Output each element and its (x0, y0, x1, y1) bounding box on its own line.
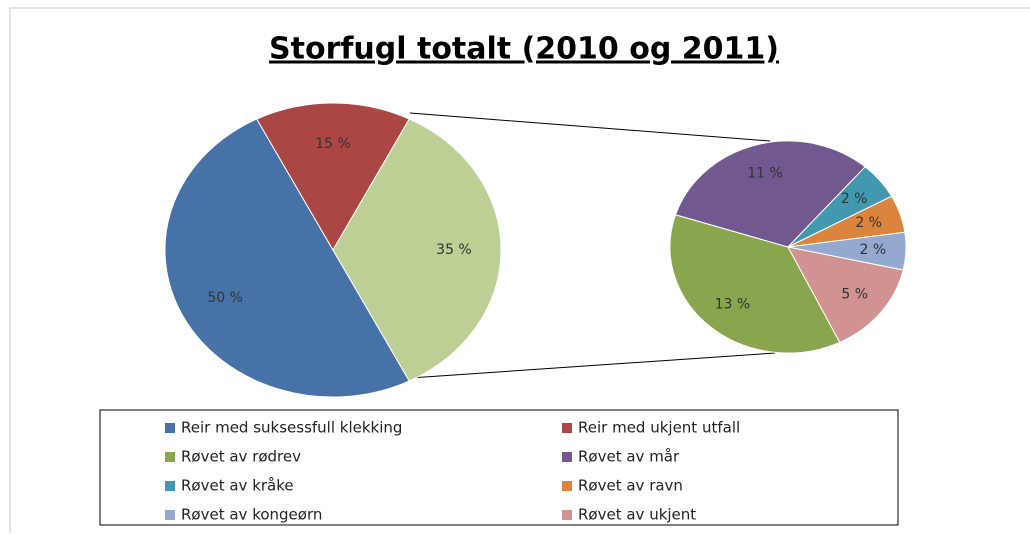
legend-swatch (165, 423, 175, 433)
data-label: 2 % (855, 215, 882, 231)
legend-label: Reir med ukjent utfall (578, 419, 740, 437)
pie-slice (164, 118, 410, 398)
legend-swatch (562, 423, 572, 433)
data-label: 11 % (747, 166, 783, 182)
pie-slice (787, 246, 904, 343)
data-label: 50 % (207, 290, 243, 306)
legend-swatch (562, 452, 572, 462)
data-label: 5 % (841, 286, 868, 302)
data-label: 15 % (315, 136, 351, 152)
data-label: 35 % (436, 242, 472, 258)
legend-label: Reir med suksessfull klekking (181, 419, 402, 437)
legend-swatch (562, 481, 572, 491)
connector-line (409, 112, 771, 142)
data-label: 2 % (860, 242, 887, 258)
legend-swatch (562, 510, 572, 520)
legend-box (99, 409, 899, 526)
legend-label: Røvet av kråke (181, 477, 294, 495)
pie-slice (256, 102, 410, 251)
legend-label: Røvet av mår (578, 448, 680, 466)
chart-title: Storfugl totalt (2010 og 2011) (269, 32, 779, 67)
pie-slice (669, 214, 841, 354)
legend-swatch (165, 481, 175, 491)
legend-label: Røvet av ravn (578, 477, 683, 495)
legend-label: Røvet av kongeørn (181, 506, 322, 524)
pie-slice (674, 140, 866, 248)
data-label: 2 % (841, 191, 868, 207)
legend-label: Røvet av ukjent (578, 506, 696, 524)
pie-slice (332, 118, 502, 382)
legend-swatch (165, 452, 175, 462)
data-label: 13 % (715, 297, 751, 313)
connector-line (409, 352, 776, 379)
legend-swatch (165, 510, 175, 520)
legend-label: Røvet av rødrev (181, 448, 301, 466)
